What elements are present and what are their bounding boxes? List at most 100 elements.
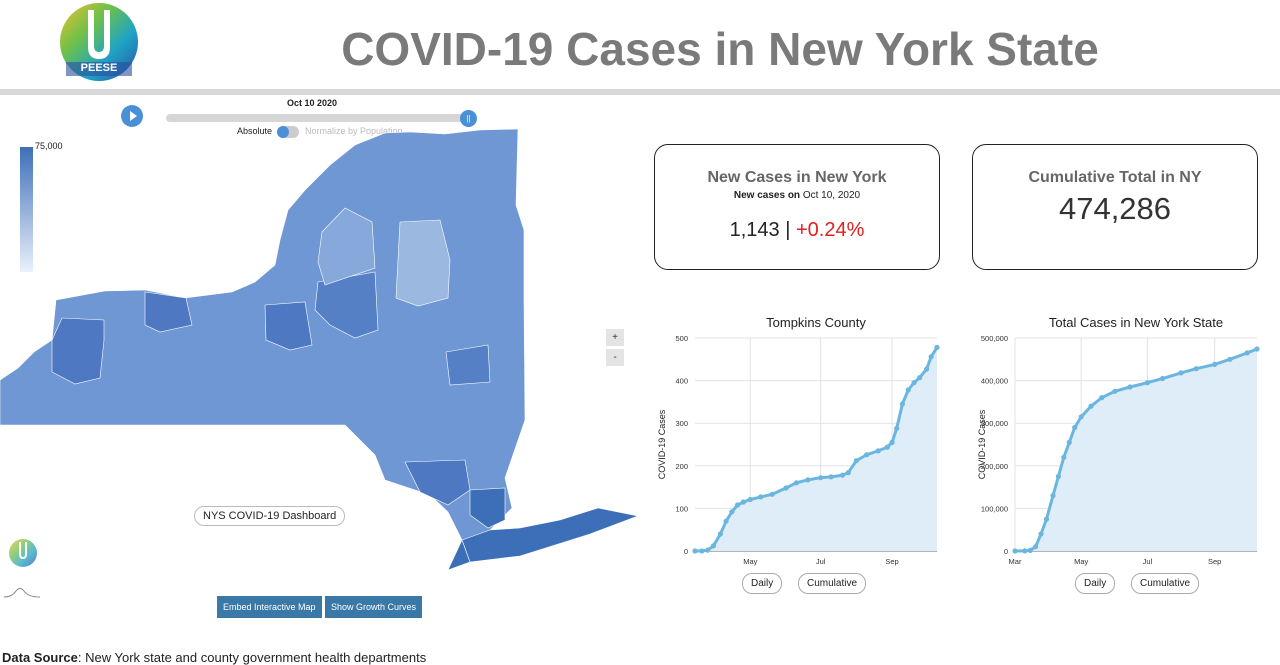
- data-point: [1227, 356, 1233, 362]
- data-point: [917, 375, 923, 381]
- absolute-label: Absolute: [237, 126, 273, 136]
- data-point: [769, 491, 775, 497]
- peese-mini-logo: [9, 539, 37, 567]
- data-point: [729, 509, 735, 515]
- new-cases-subtitle: New cases on Oct 10, 2020: [655, 190, 939, 201]
- x-tick-label: Jul: [816, 557, 826, 566]
- data-point: [928, 354, 934, 360]
- county-albany[interactable]: [445, 344, 491, 386]
- cumulative-value: 474,286: [1058, 191, 1172, 226]
- data-point: [818, 475, 824, 481]
- y-tick-label: 500,000: [981, 334, 1008, 343]
- tompkins-chart: Tompkins County 0 100 200 300 400 500 May Jul Sep…: [657, 315, 940, 566]
- y-tick-label: 100: [675, 504, 688, 513]
- data-point: [853, 458, 859, 464]
- y-tick-label: 500: [675, 334, 688, 343]
- county-onondaga[interactable]: [264, 301, 313, 351]
- zoom-in-button[interactable]: +: [606, 329, 624, 346]
- y-axis-label: COVID-19 Cases: [657, 409, 667, 479]
- cumulative-card: Cumulative Total in NY 474,286: [972, 144, 1258, 270]
- data-point: [894, 425, 900, 431]
- data-point: [783, 485, 789, 491]
- county-herkimer[interactable]: [317, 207, 376, 286]
- y-tick-label: 400,000: [981, 377, 1008, 386]
- ny-state-map[interactable]: [0, 128, 640, 573]
- new-cases-count: 1,143: [729, 219, 780, 241]
- y-tick-label: 200,000: [981, 462, 1008, 471]
- data-point: [899, 401, 905, 407]
- county-hamilton[interactable]: [395, 219, 451, 307]
- data-point: [710, 543, 716, 549]
- normalize-toggle[interactable]: [277, 126, 299, 138]
- data-point: [1254, 346, 1260, 352]
- peese-logo: [60, 3, 138, 81]
- map-label: NYS COVID-19 Dashboard: [194, 506, 346, 526]
- data-point: [1038, 531, 1044, 537]
- nys-total-chart: Total Cases in New York State 0 100,000 200…: [977, 315, 1260, 566]
- x-tick-label: Mar: [1009, 557, 1022, 566]
- data-point: [793, 480, 799, 486]
- value-separator: |: [785, 219, 791, 241]
- county-oneida[interactable]: [314, 271, 379, 339]
- data-point: [1212, 361, 1218, 367]
- slider-handle[interactable]: ||: [460, 110, 477, 127]
- nys-daily-button[interactable]: Daily: [1075, 573, 1116, 594]
- data-point: [1193, 366, 1199, 372]
- tompkins-cumulative-button[interactable]: Cumulative: [798, 573, 867, 594]
- data-point: [864, 452, 870, 458]
- header-divider: [0, 89, 1280, 95]
- new-cases-values: 1,143 | +0.24%: [655, 219, 939, 242]
- data-point: [1050, 493, 1056, 499]
- nys-cumulative-button[interactable]: Cumulative: [1131, 573, 1200, 594]
- data-source-label: Data Source: [2, 650, 78, 665]
- data-point: [758, 494, 764, 500]
- data-point: [1027, 547, 1033, 553]
- data-point: [705, 547, 711, 553]
- county-nyc[interactable]: [447, 539, 471, 571]
- data-point: [875, 448, 881, 454]
- zoom-out-button[interactable]: -: [606, 349, 624, 366]
- data-source: Data Source: New York state and county g…: [2, 650, 426, 665]
- tompkins-daily-button[interactable]: Daily: [742, 573, 783, 594]
- y-tick-label: 200: [675, 462, 688, 471]
- county-long-island[interactable]: [461, 507, 640, 563]
- curve-icon[interactable]: [4, 586, 40, 598]
- y-tick-label: 0: [1004, 547, 1008, 556]
- date-slider[interactable]: [166, 114, 472, 122]
- data-point: [1022, 548, 1028, 554]
- data-point: [1160, 375, 1166, 382]
- x-tick-label: Sep: [1208, 557, 1221, 566]
- data-point: [1061, 454, 1067, 460]
- county-orange[interactable]: [404, 459, 471, 506]
- chart-title: Tompkins County: [766, 315, 866, 330]
- data-point: [845, 470, 851, 476]
- data-point: [1072, 424, 1078, 431]
- embed-map-button[interactable]: Embed Interactive Map: [217, 596, 322, 618]
- y-tick-label: 300: [675, 419, 688, 428]
- data-source-text: : New York state and county government h…: [77, 650, 427, 665]
- color-legend: [20, 147, 33, 272]
- data-point: [1043, 516, 1050, 522]
- x-tick-label: May: [743, 557, 757, 566]
- data-point: [1088, 403, 1094, 409]
- data-point: [911, 380, 917, 386]
- county-westchester[interactable]: [469, 487, 506, 529]
- data-point: [905, 387, 911, 393]
- new-cases-card: New Cases in New York New cases on Oct 1…: [654, 144, 940, 270]
- y-tick-label: 300,000: [981, 419, 1008, 428]
- series-area: [1015, 349, 1257, 551]
- x-tick-label: Jul: [1143, 557, 1153, 566]
- data-point: [828, 474, 834, 480]
- data-point: [717, 531, 723, 537]
- legend-max-label: 75,000: [35, 141, 63, 151]
- data-point: [924, 366, 930, 372]
- data-point: [1055, 473, 1061, 479]
- play-button[interactable]: [121, 105, 143, 127]
- cumulative-title: Cumulative Total in NY: [1028, 169, 1202, 186]
- data-point: [1033, 544, 1039, 550]
- county-monroe[interactable]: [144, 291, 193, 333]
- growth-curves-button[interactable]: Show Growth Curves: [325, 596, 423, 618]
- county-erie[interactable]: [51, 317, 105, 385]
- y-tick-label: 100,000: [981, 504, 1008, 513]
- data-point: [884, 444, 890, 450]
